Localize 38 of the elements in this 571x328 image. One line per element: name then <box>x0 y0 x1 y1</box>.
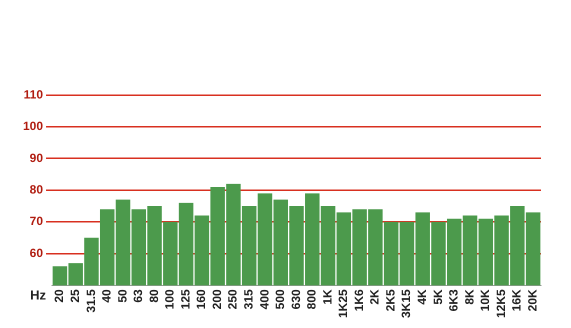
x-tick-label: 20K <box>525 288 540 312</box>
x-tick-label: 100 <box>162 288 177 310</box>
x-tick-label: 12K5 <box>494 288 508 318</box>
x-tick-label: 3K15 <box>399 288 414 318</box>
x-tick-label: 25 <box>68 289 82 303</box>
x-tick-label: 63 <box>131 289 146 303</box>
y-tick-label: 100 <box>22 119 44 134</box>
y-tick-label: 90 <box>30 150 44 165</box>
x-tick-label: 2K <box>368 288 382 305</box>
x-tick-label: 1K <box>320 288 334 305</box>
x-tick-label: 16K <box>510 288 524 312</box>
x-tick-label: 31.5 <box>84 288 98 313</box>
y-tick-label: 110 <box>24 87 44 102</box>
x-tick-label: 200 <box>210 288 224 310</box>
x-tick-label: 10K <box>478 288 492 312</box>
x-tick-label: 20 <box>52 289 66 303</box>
y-tick-label: 80 <box>30 182 44 196</box>
x-tick-label: 1K6 <box>352 288 366 312</box>
x-axis-title: Hz <box>30 287 47 302</box>
x-tick-label: 8K <box>462 288 476 305</box>
x-tick-label: 6K3 <box>446 288 461 312</box>
x-tick-label: 80 <box>146 289 161 303</box>
x-tick-label: 4K <box>415 288 430 305</box>
x-tick-label: 400 <box>257 288 272 310</box>
x-tick-label: 500 <box>273 288 288 310</box>
x-tick-label: 800 <box>304 288 319 310</box>
x-tick-label: 160 <box>194 288 208 310</box>
y-tick-label: 70 <box>30 214 44 228</box>
x-tick-label: 2K5 <box>383 288 398 312</box>
x-tick-label: 5K <box>430 288 445 305</box>
x-tick-label: 50 <box>115 289 130 303</box>
x-tick-label: 315 <box>242 288 256 310</box>
x-tick-label: 125 <box>178 288 192 310</box>
x-tick-label: 40 <box>100 289 114 303</box>
x-tick-label: 1K25 <box>336 288 350 318</box>
x-tick-label: 250 <box>226 288 240 310</box>
y-tick-label: 60 <box>30 246 44 260</box>
x-tick-label: 630 <box>288 288 303 310</box>
